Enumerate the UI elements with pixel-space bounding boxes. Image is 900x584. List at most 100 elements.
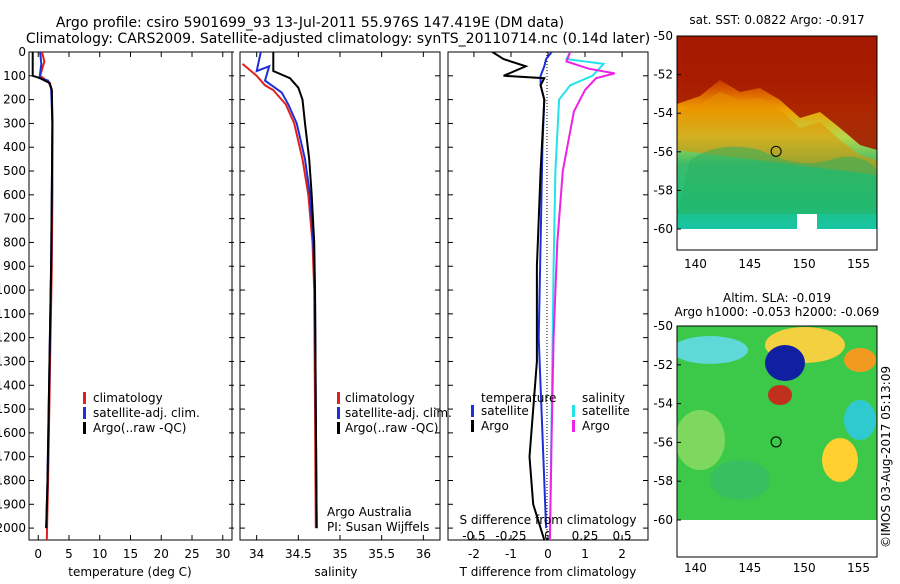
y-tick-label: 100	[3, 69, 26, 83]
lat-tick-label: -52	[653, 68, 673, 82]
x-tick-label: -1	[505, 547, 517, 561]
y-tick-label: 200	[3, 93, 26, 107]
legend-label-climatology: climatology	[93, 391, 163, 405]
y-tick-label: 1700	[0, 450, 26, 464]
temperature-series	[31, 52, 54, 540]
sla-high-center	[768, 385, 792, 405]
lat-tick-label: -54	[653, 397, 673, 411]
sla-blob	[677, 410, 725, 470]
sst-map-panel: sat. SST: 0.0822 Argo: -0.917 -50 -52 -54 -…	[653, 13, 878, 271]
lat-tick-label: -58	[653, 474, 673, 488]
legend-swatch-sal-satellite	[572, 405, 575, 417]
salinity-tick-labels: 34 34.5 35 35.5 36	[249, 52, 431, 561]
lat-tick-label: -50	[653, 29, 673, 43]
lat-tick-label: -54	[653, 106, 673, 120]
series-line-temperature-argo	[491, 52, 546, 540]
lat-tick-label: -60	[653, 513, 673, 527]
y-tick-label: 700	[3, 212, 26, 226]
lon-tick-label: 140	[684, 561, 707, 575]
series-line-argo-raw-qc-	[272, 52, 318, 529]
argo-location-marker	[770, 436, 782, 448]
series-line-argo-raw-qc-	[31, 52, 54, 529]
lon-tick-label: 150	[793, 257, 816, 271]
x-tick-label: 2	[618, 547, 626, 561]
t-difference-xlabel: T difference from climatology	[459, 565, 637, 579]
sla-map-title-line1: Altim. SLA: -0.019	[723, 291, 831, 305]
x2-tick-label: 0.25	[572, 529, 599, 543]
legend-swatch-argo	[83, 422, 86, 434]
salinity-axes-frame	[239, 51, 441, 541]
y-tick-label: 1900	[0, 497, 26, 511]
x2-tick-label: 0.5	[613, 529, 632, 543]
figure-title-line1: Argo profile: csiro 5901699_93 13-Jul-20…	[56, 15, 564, 31]
sla-lat-tick-labels: -50 -52 -54 -56 -58 -60	[653, 319, 681, 527]
lat-tick-label: -50	[653, 319, 673, 333]
x-tick-label: 0	[34, 547, 42, 561]
sla-blob	[844, 400, 876, 440]
legend-label-argo: Argo(..raw -QC)	[93, 421, 186, 435]
y-tick-label: 800	[3, 235, 26, 249]
sst-lon-tick-labels: 140 145 150 155	[684, 257, 870, 271]
x-tick-label: 1	[581, 547, 589, 561]
y-tick-label: 300	[3, 116, 26, 130]
salinity-series	[241, 52, 318, 529]
x-tick-label: -2	[468, 547, 480, 561]
legend-label-satellite: satellite-adj. clim.	[93, 406, 200, 420]
sla-map-frame	[676, 325, 878, 558]
lon-tick-label: 155	[847, 561, 870, 575]
s-difference-tick-labels: -0.5 -0.25 0 0.25 0.5	[462, 529, 631, 543]
series-line-salinity-argo	[548, 52, 615, 540]
series-line-temperature-satellite	[537, 52, 553, 529]
series-line-salinity-satellite	[548, 52, 606, 540]
legend-label-sal-argo: Argo	[582, 419, 610, 433]
x2-tick-label: -0.25	[495, 529, 526, 543]
x-tick-label: 25	[184, 547, 199, 561]
sla-map-title-line2: Argo h1000: -0.053 h2000: -0.069	[675, 305, 880, 319]
y-tick-label: 1200	[0, 331, 26, 345]
x-tick-label: 36	[416, 547, 431, 561]
sst-blank	[677, 229, 877, 230]
sst-map-title: sat. SST: 0.0822 Argo: -0.917	[689, 13, 864, 27]
y-tick-label: 1400	[0, 378, 26, 392]
legend-swatch-climatology	[337, 392, 340, 404]
series-line-climatology	[241, 63, 317, 529]
x-tick-label: 0	[544, 547, 552, 561]
series-line-satellite-adj-clim-	[255, 52, 318, 529]
salinity-xlabel: salinity	[314, 565, 357, 579]
imos-credit: ©IMOS 03-Aug-2017 05:13:09	[879, 366, 893, 548]
sla-lon-tick-labels: 140 145 150 155	[684, 561, 870, 575]
lat-tick-label: -52	[653, 358, 673, 372]
t-difference-tick-labels: -2 -1 0 1 2	[468, 52, 626, 561]
lat-tick-label: -60	[653, 222, 673, 236]
temperature-axes-frame	[28, 51, 233, 541]
argo-location-marker	[770, 145, 782, 157]
lon-tick-label: 140	[684, 257, 707, 271]
legend-title-temperature: temperature	[481, 391, 556, 405]
legend-swatch-climatology	[83, 392, 86, 404]
sst-lat-tick-labels: -50 -52 -54 -56 -58 -60	[653, 29, 681, 236]
legend-label-satellite: satellite-adj. clim.	[345, 406, 452, 420]
lon-tick-label: 145	[738, 561, 761, 575]
difference-series	[491, 52, 615, 540]
sla-blob	[822, 438, 858, 482]
y-tick-label: 600	[3, 188, 26, 202]
y-tick-label: 900	[3, 259, 26, 273]
x-tick-label: 30	[215, 547, 230, 561]
difference-panel: -2 -1 0 1 2 -0.5 -0.25 0 0.25 0.5 S difference f…	[447, 51, 649, 579]
y-tick-label: 0	[18, 45, 26, 59]
sst-no-data	[677, 230, 877, 250]
legend-label-sal-satellite: satellite	[582, 404, 630, 418]
sla-heatmap	[677, 326, 877, 520]
sst-ice-patch	[797, 214, 817, 230]
x-tick-label: 15	[123, 547, 138, 561]
x-tick-label: 5	[65, 547, 73, 561]
sla-blob	[677, 336, 748, 364]
lat-tick-label: -58	[653, 183, 673, 197]
x-tick-label: 34	[249, 547, 264, 561]
legend-label-temp-argo: Argo	[481, 419, 509, 433]
x-tick-label: 20	[154, 547, 169, 561]
s-difference-xlabel: S difference from climatology	[460, 513, 637, 527]
annotation-line1: Argo Australia	[327, 505, 412, 519]
x2-tick-label: 0	[544, 529, 552, 543]
sla-low-center	[765, 345, 805, 381]
